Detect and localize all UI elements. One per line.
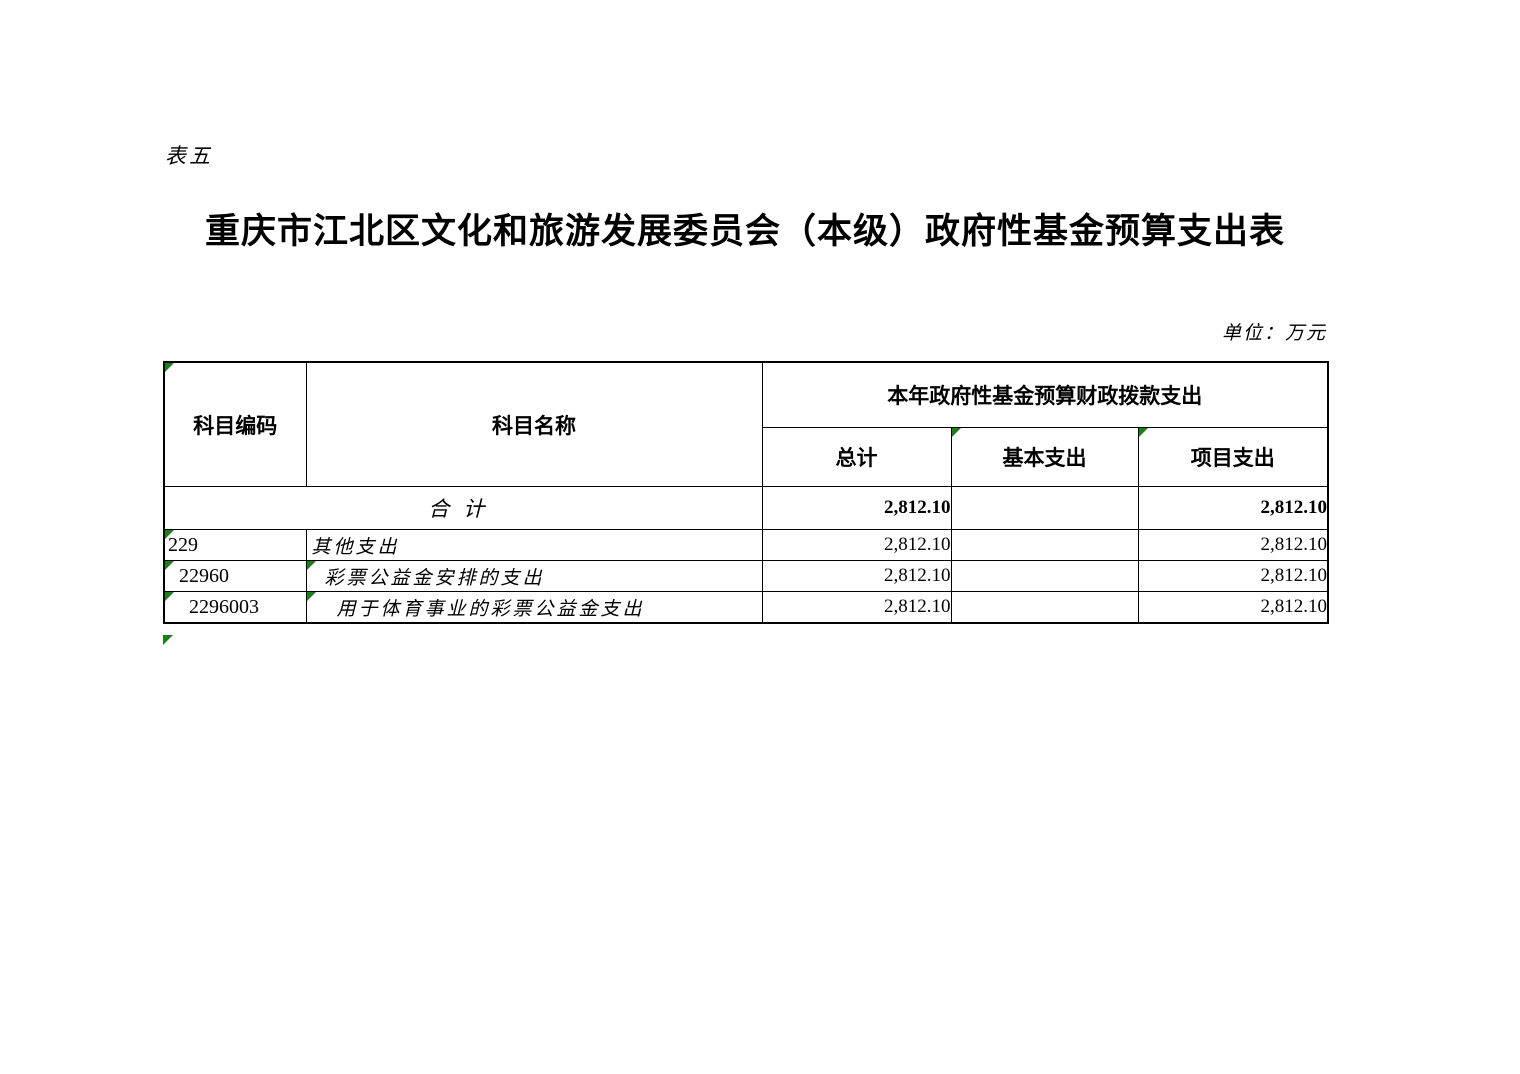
basic-value: [950, 560, 1139, 592]
code-cell: 2296003: [163, 591, 307, 624]
sheet-label: 表五: [165, 144, 213, 168]
col-header-total-label: 总计: [835, 447, 878, 470]
name-value: 彩票公益金安排的支出: [324, 567, 545, 589]
green-flag-icon: [165, 592, 174, 601]
code-value: 22960: [179, 564, 229, 587]
name-cell: 用于体育事业的彩票公益金支出: [305, 591, 763, 624]
col-header-basic-label: 基本支出: [1002, 447, 1087, 470]
col-header-group-label: 本年政府性基金预算财政拨款支出: [887, 385, 1203, 408]
total-value: 2,812.10: [761, 529, 952, 561]
table-row: 2296003 用于体育事业的彩票公益金支出 2,812.10 2,812.10: [163, 591, 1329, 624]
col-header-name: 科目名称: [305, 361, 763, 487]
name-value: 用于体育事业的彩票公益金支出: [336, 598, 645, 620]
name-cell: 其他支出: [305, 529, 763, 561]
green-flag-icon: [163, 635, 173, 645]
project-value: 2,812.10: [1137, 529, 1329, 561]
name-cell: 彩票公益金安排的支出: [305, 560, 763, 592]
header-row-group: 科目编码 科目名称 本年政府性基金预算财政拨款支出: [163, 361, 1329, 487]
code-cell: 22960: [163, 560, 307, 592]
total-value: 2,812.10: [761, 560, 952, 592]
green-flag-icon: [307, 561, 316, 570]
total-value: 2,812.10: [761, 591, 952, 624]
col-header-basic: 基本支出: [950, 427, 1139, 487]
basic-value: [950, 529, 1139, 561]
green-flag-icon: [1139, 428, 1148, 437]
project-value: 2,812.10: [1137, 560, 1329, 592]
total-row-total-value: 2,812.10: [761, 486, 952, 530]
code-value: 2296003: [189, 595, 259, 618]
header-row-sub: 总计 基本支出 项目支出: [164, 427, 1329, 487]
table-row: 229 其他支出 2,812.10 2,812.10: [163, 529, 1329, 561]
total-row-project-value: 2,812.10: [1137, 486, 1329, 530]
total-row-basic-value: [950, 486, 1139, 530]
total-row: 合计 2,812.10 2,812.10: [163, 486, 1329, 530]
green-flag-icon: [165, 561, 174, 570]
green-flag-icon: [165, 363, 174, 372]
page-title: 重庆市江北区文化和旅游发展委员会（本级）政府性基金预算支出表: [204, 212, 1285, 251]
green-flag-icon: [307, 592, 316, 601]
col-header-name-label: 科目名称: [492, 414, 576, 438]
col-header-code: 科目编码: [163, 361, 307, 487]
total-row-label: 合计: [163, 486, 763, 530]
col-header-project-label: 项目支出: [1190, 447, 1275, 470]
basic-value: [950, 591, 1139, 624]
col-header-project: 项目支出: [1137, 427, 1329, 487]
code-value: 229: [168, 533, 198, 556]
budget-table: 科目编码 科目名称 本年政府性基金预算财政拨款支出 总计 基本支出 项目支出: [163, 361, 1329, 624]
unit-note: 单位：万元: [1221, 323, 1327, 344]
code-cell: 229: [163, 529, 307, 561]
table-row: 22960 彩票公益金安排的支出 2,812.10 2,812.10: [163, 560, 1329, 592]
project-value: 2,812.10: [1137, 591, 1329, 624]
col-header-total: 总计: [761, 427, 952, 487]
col-header-code-label: 科目编码: [193, 414, 278, 438]
green-flag-icon: [952, 428, 961, 437]
col-header-group: 本年政府性基金预算财政拨款支出: [761, 361, 1329, 428]
